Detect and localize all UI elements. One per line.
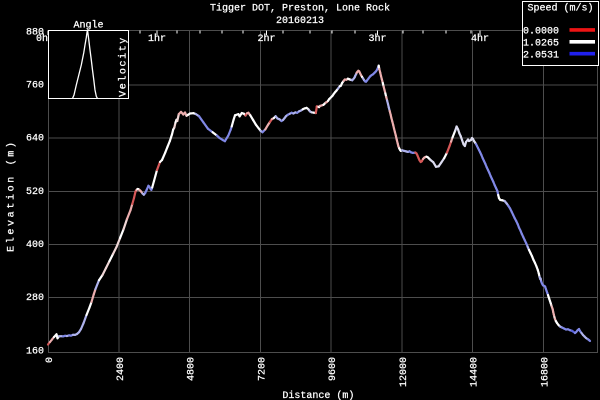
svg-text:2400: 2400 — [116, 357, 127, 381]
svg-text:3hr: 3hr — [368, 33, 386, 45]
svg-text:Angle: Angle — [73, 20, 103, 32]
svg-text:Distance (m): Distance (m) — [282, 390, 354, 400]
svg-text:12000: 12000 — [399, 357, 410, 387]
svg-text:Tigger DOT, Preston, Lone Rock: Tigger DOT, Preston, Lone Rock — [210, 3, 390, 15]
svg-text:160: 160 — [26, 346, 44, 357]
svg-text:280: 280 — [26, 293, 44, 304]
svg-text:4hr: 4hr — [471, 33, 489, 45]
svg-text:9600: 9600 — [328, 357, 339, 381]
svg-text:16800: 16800 — [540, 357, 551, 387]
svg-text:4800: 4800 — [187, 357, 198, 381]
svg-text:1hr: 1hr — [148, 33, 166, 45]
svg-text:7200: 7200 — [257, 357, 268, 381]
svg-text:0: 0 — [45, 357, 56, 363]
svg-text:760: 760 — [26, 81, 44, 92]
svg-text:0.0000: 0.0000 — [523, 27, 559, 38]
svg-text:1.0265: 1.0265 — [523, 38, 559, 49]
svg-text:880: 880 — [26, 27, 44, 38]
svg-text:520: 520 — [26, 187, 44, 198]
svg-text:400: 400 — [26, 240, 44, 251]
svg-text:Velocity: Velocity — [118, 36, 130, 97]
svg-text:14400: 14400 — [470, 357, 481, 387]
svg-text:640: 640 — [26, 134, 44, 145]
svg-text:Speed (m/s): Speed (m/s) — [527, 3, 593, 15]
svg-text:2hr: 2hr — [257, 33, 275, 45]
svg-text:Elevation (m): Elevation (m) — [6, 139, 18, 251]
svg-text:2.0531: 2.0531 — [523, 50, 559, 61]
svg-text:20160213: 20160213 — [276, 16, 324, 27]
